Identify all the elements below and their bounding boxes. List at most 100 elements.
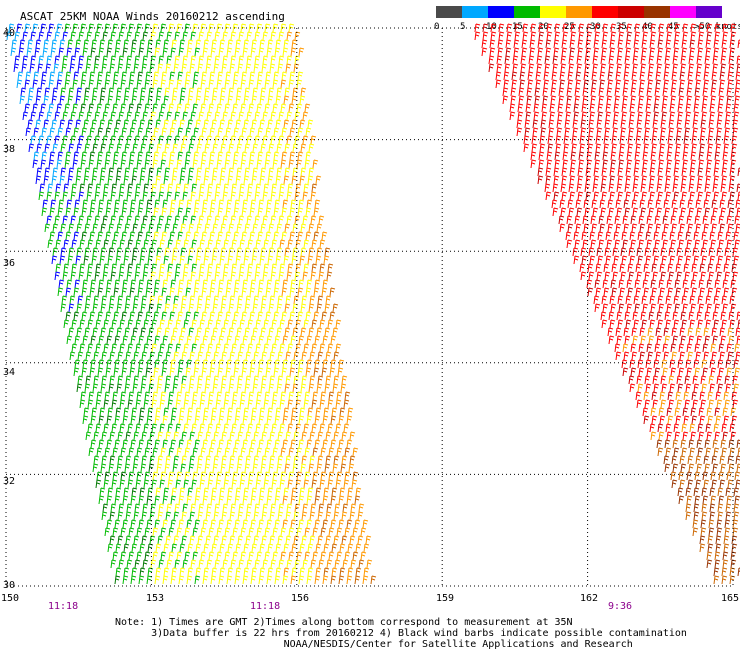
wind-barb: [713, 423, 720, 433]
wind-barb: [121, 231, 128, 241]
wind-barb: [215, 263, 222, 273]
wind-barb: [488, 63, 495, 73]
wind-barb: [202, 519, 209, 529]
wind-barb: [278, 55, 285, 65]
wind-barb: [606, 95, 613, 105]
wind-barb: [554, 159, 561, 169]
wind-barb: [704, 335, 711, 345]
wind-barb: [200, 551, 207, 561]
wind-barb: [219, 119, 226, 129]
wind-barb: [583, 71, 590, 81]
wind-barb: [294, 271, 301, 281]
wind-barb: [216, 23, 223, 33]
wind-barb: [112, 103, 119, 113]
wind-barb: [129, 231, 136, 241]
wind-barb: [604, 119, 611, 129]
wind-barb: [622, 367, 629, 377]
wind-barb: [250, 575, 257, 585]
wind-barb: [177, 151, 184, 161]
wind-barb: [175, 183, 182, 193]
wind-barb: [127, 263, 134, 273]
wind-barb: [110, 111, 117, 121]
wind-barb: [144, 391, 151, 401]
wind-barb: [327, 263, 334, 273]
wind-barb: [92, 247, 99, 257]
wind-barb: [640, 183, 647, 193]
wind-barb: [355, 567, 362, 577]
wind-barb: [14, 55, 21, 65]
wind-barb: [721, 191, 728, 201]
wind-barb: [733, 383, 740, 393]
wind-barb: [254, 135, 261, 145]
wind-barb: [632, 55, 639, 65]
wind-barb: [243, 567, 250, 577]
wind-barb: [574, 95, 581, 105]
wind-barb: [224, 79, 231, 89]
wind-barb: [230, 31, 237, 41]
wind-barb: [243, 407, 250, 417]
wind-barb: [697, 47, 704, 57]
time-label: 11:18: [250, 601, 281, 612]
wind-barb: [687, 479, 694, 489]
wind-barb: [650, 431, 657, 441]
wind-barb: [78, 191, 85, 201]
wind-barb: [714, 551, 721, 561]
wind-barb: [141, 375, 148, 385]
wind-barb: [231, 479, 238, 489]
wind-barb: [657, 167, 664, 177]
wind-barb: [81, 71, 88, 81]
wind-barb: [217, 71, 224, 81]
wind-barb: [252, 247, 259, 257]
wind-barb: [89, 367, 96, 377]
wind-barb: [735, 327, 740, 337]
wind-barb: [277, 295, 284, 305]
wind-barb: [705, 191, 712, 201]
wind-barb: [208, 471, 215, 481]
wind-barb: [538, 31, 545, 41]
wind-barb: [265, 311, 272, 321]
wind-barb: [248, 23, 255, 33]
wind-barb: [279, 239, 286, 249]
wind-barb: [287, 319, 294, 329]
wind-barb: [46, 31, 53, 41]
wind-barb: [628, 375, 635, 385]
wind-barb: [308, 247, 315, 257]
wind-barb: [194, 439, 201, 449]
wind-barb: [155, 543, 162, 553]
wind-barb: [219, 175, 226, 185]
wind-barb: [156, 143, 163, 153]
wind-barb: [230, 215, 237, 225]
wind-barb: [239, 263, 246, 273]
wind-barb: [117, 295, 124, 305]
wind-barb: [234, 439, 241, 449]
wind-barb: [346, 495, 353, 505]
wind-barb: [186, 335, 193, 345]
wind-barb: [16, 23, 23, 33]
wind-barb: [185, 151, 192, 161]
wind-barb: [179, 543, 186, 553]
wind-barb: [330, 359, 337, 369]
wind-barb: [347, 407, 354, 417]
wind-barb: [182, 135, 189, 145]
wind-barb: [265, 367, 272, 377]
wind-barb: [133, 431, 140, 441]
wind-barb: [30, 111, 37, 121]
wind-barb: [298, 495, 305, 505]
wind-barb: [322, 519, 329, 529]
wind-barb: [314, 199, 321, 209]
wind-barb: [325, 351, 332, 361]
wind-barb: [259, 175, 266, 185]
wind-barb: [117, 431, 124, 441]
wind-barb: [259, 407, 266, 417]
wind-barb: [113, 207, 120, 217]
wind-barb: [159, 319, 166, 329]
wind-barb: [104, 103, 111, 113]
wind-barb: [202, 279, 209, 289]
wind-barb: [653, 231, 660, 241]
wind-barb: [530, 31, 537, 41]
wind-barb: [245, 511, 252, 521]
wind-barb: [117, 511, 124, 521]
wind-barb: [156, 247, 163, 257]
wind-barb: [570, 31, 577, 41]
wind-barb: [690, 159, 697, 169]
